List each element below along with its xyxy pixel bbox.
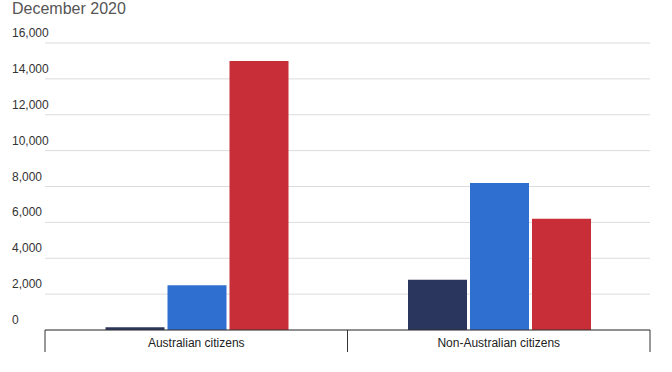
svg-text:0: 0 (12, 313, 19, 327)
svg-text:2,000: 2,000 (12, 277, 42, 291)
svg-text:10,000: 10,000 (12, 134, 49, 148)
svg-text:6,000: 6,000 (12, 205, 42, 219)
svg-text:Australian citizens: Australian citizens (148, 336, 245, 350)
svg-text:16,000: 16,000 (12, 26, 49, 40)
html-text:December 2020: December 2020 (12, 0, 126, 17)
svg-text:8,000: 8,000 (12, 170, 42, 184)
svg-text:14,000: 14,000 (12, 62, 49, 76)
svg-text:Non-Australian citizens: Non-Australian citizens (437, 336, 560, 350)
svg-text:4,000: 4,000 (12, 241, 42, 255)
svg-text:12,000: 12,000 (12, 98, 49, 112)
